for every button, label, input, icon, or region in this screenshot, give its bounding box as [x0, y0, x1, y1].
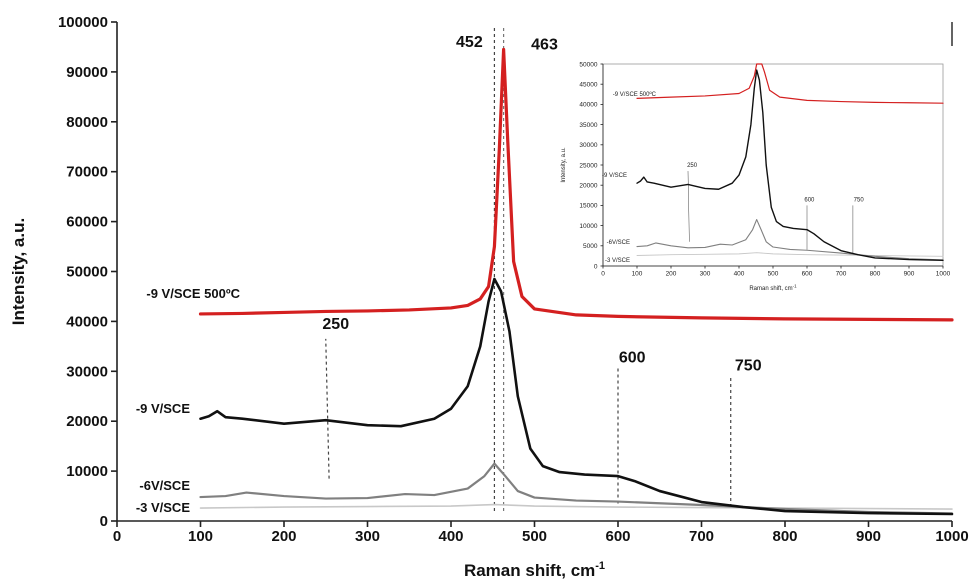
x-axis-title-superscript: -1	[793, 284, 797, 289]
x-tick-label: 0	[113, 528, 121, 545]
y-tick-label: 100000	[58, 14, 108, 31]
y-tick-label: 50000	[579, 61, 597, 68]
annotation-guide-line	[325, 338, 330, 479]
series-label: -9 V/SCE 500ºC	[146, 286, 240, 301]
x-tick-label: 400	[734, 271, 745, 278]
series-label: -3 V/SCE	[605, 258, 630, 264]
x-tick-label: 400	[438, 528, 463, 545]
x-axis-title: Raman shift, cm-1	[749, 284, 797, 293]
main-chart: 0 100 200 300 400 500 600 700 800 900 100001000020…	[9, 14, 969, 580]
y-tick-label: 15000	[579, 203, 597, 210]
y-tick-label: 10000	[66, 463, 108, 480]
peak-label: 250	[687, 163, 698, 169]
y-tick-label: 40000	[66, 313, 108, 330]
x-tick-label: 900	[904, 271, 915, 278]
x-tick-label: 1000	[935, 528, 968, 545]
x-tick-label: 700	[689, 528, 714, 545]
series-label: -3 V/SCE	[136, 500, 191, 515]
x-tick-label: 800	[772, 528, 797, 545]
series-line	[636, 252, 944, 257]
y-tick-label: 70000	[66, 164, 108, 181]
x-tick-label: 700	[836, 271, 847, 278]
x-axis-title: Raman shift, cm-1	[464, 560, 605, 580]
series-label: -6V/SCE	[139, 478, 190, 493]
y-tick-label: 40000	[579, 102, 597, 109]
x-tick-label: 200	[666, 271, 677, 278]
y-tick-label: 50000	[66, 264, 108, 281]
peak-label: 250	[322, 316, 349, 333]
x-tick-label: 900	[856, 528, 881, 545]
annotation-guide-line	[687, 171, 690, 242]
x-axis-title-superscript: -1	[595, 560, 605, 572]
y-tick-label: 35000	[579, 122, 597, 129]
series-line	[636, 69, 944, 262]
y-tick-label: 30000	[66, 363, 108, 380]
series-label: -9 V/SCE	[602, 173, 627, 179]
y-tick-label: 30000	[579, 142, 597, 149]
series-line	[636, 63, 944, 104]
peak-label: 463	[531, 36, 558, 53]
y-axis-title: Intensity, a.u.	[561, 147, 567, 183]
x-axis-title-text: Raman shift, cm	[464, 561, 595, 580]
x-tick-label: 100	[632, 271, 643, 278]
series-line	[199, 277, 954, 516]
x-tick-label: 1000	[936, 271, 951, 278]
series-label: -6V/SCE	[607, 240, 630, 246]
y-tick-label: 90000	[66, 64, 108, 81]
series-line	[199, 503, 953, 510]
x-tick-label: 500	[768, 271, 779, 278]
x-tick-label: 800	[870, 271, 881, 278]
inset-chart: 0 100 200 300 400 500 600 700 800 900 100005000100…	[561, 61, 951, 292]
y-tick-label: 60000	[66, 214, 108, 231]
series-label: -9 V/SCE 500ºC	[613, 91, 657, 98]
y-tick-label: 0	[594, 263, 598, 270]
x-tick-label: 300	[700, 271, 711, 278]
x-tick-label: 600	[802, 271, 813, 278]
x-tick-label: 500	[522, 528, 547, 545]
x-tick-label: 200	[271, 528, 296, 545]
y-tick-label: 45000	[579, 82, 597, 89]
y-tick-label: 25000	[579, 162, 597, 169]
x-tick-label: 300	[355, 528, 380, 545]
y-tick-label: 20000	[579, 183, 597, 190]
x-tick-label: 0	[601, 271, 605, 278]
y-tick-label: 20000	[66, 413, 108, 430]
series-line	[636, 218, 944, 261]
y-axis-title: Intensity, a.u.	[9, 218, 28, 325]
peak-label: 452	[456, 34, 483, 51]
peak-label: 750	[735, 357, 762, 374]
series-line	[198, 47, 954, 322]
y-tick-label: 0	[100, 513, 108, 530]
peak-label: 750	[854, 197, 865, 203]
series-label: -9 V/SCE	[136, 401, 191, 416]
x-tick-label: 100	[188, 528, 213, 545]
y-tick-label: 10000	[579, 223, 597, 230]
y-tick-label: 80000	[66, 114, 108, 131]
y-tick-label: 5000	[583, 243, 598, 250]
peak-label: 600	[804, 197, 815, 203]
x-axis-title-text: Raman shift, cm	[749, 286, 792, 292]
x-tick-label: 600	[605, 528, 630, 545]
peak-label: 600	[619, 349, 646, 366]
series-line	[199, 462, 954, 515]
